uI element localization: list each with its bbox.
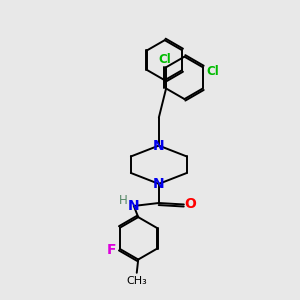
Text: O: O	[184, 197, 196, 211]
Text: N: N	[153, 177, 165, 191]
Text: Cl: Cl	[158, 53, 171, 66]
Text: CH₃: CH₃	[126, 276, 147, 286]
Text: F: F	[107, 243, 116, 257]
Text: N: N	[153, 139, 165, 153]
Text: Cl: Cl	[207, 65, 220, 78]
Text: H: H	[119, 194, 128, 207]
Text: N: N	[128, 199, 139, 213]
